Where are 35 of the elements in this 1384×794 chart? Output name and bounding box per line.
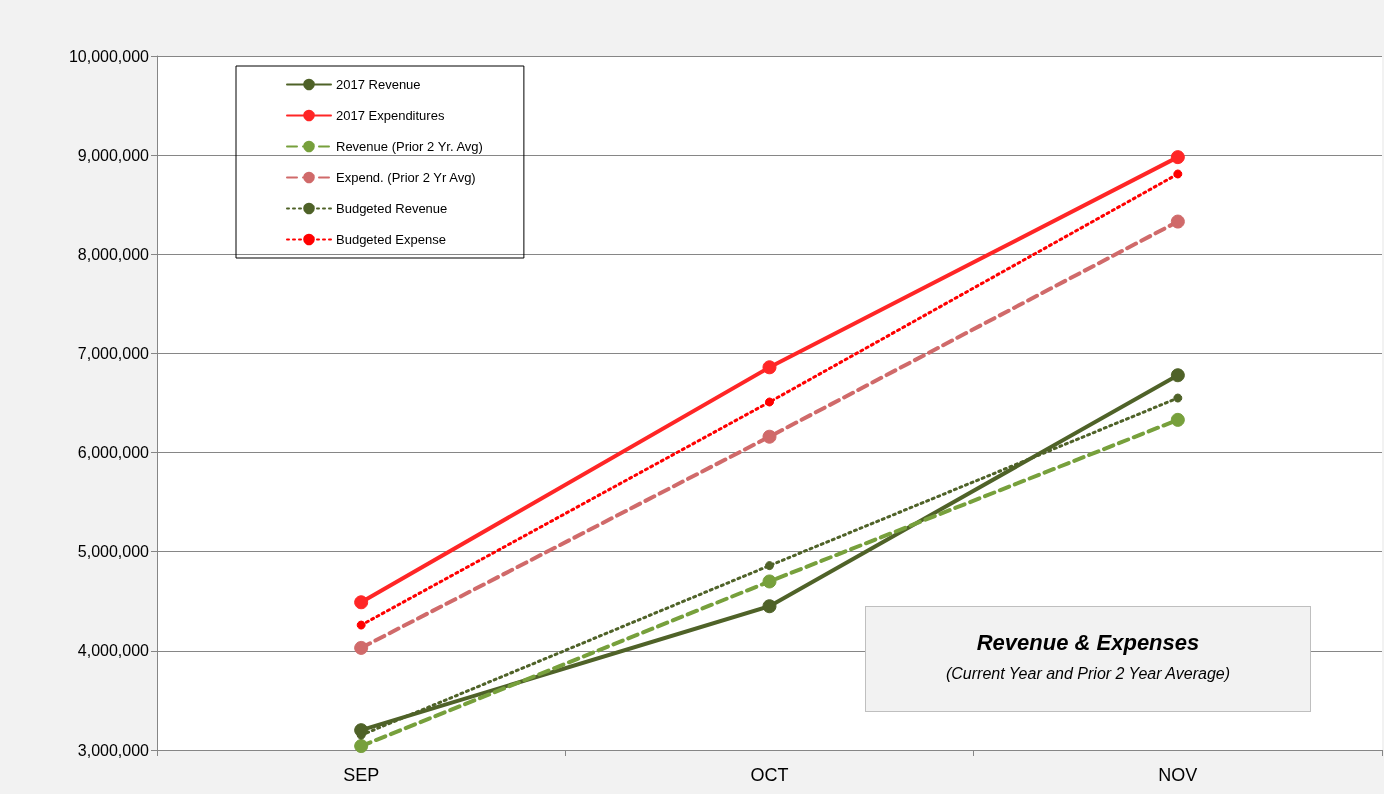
y-tick-label: 8,000,000 xyxy=(77,245,150,263)
point xyxy=(765,561,774,571)
text: Revenue & Expenses xyxy=(975,630,1201,656)
point xyxy=(1173,393,1183,403)
point xyxy=(1170,368,1185,383)
y-tick-label: 9,000,000 xyxy=(77,146,150,164)
point xyxy=(762,360,777,375)
point xyxy=(1173,169,1183,179)
y-tick-label: 7,000,000 xyxy=(77,344,150,362)
legend-label: 2017 Revenue xyxy=(336,77,421,92)
legend-label: Revenue (Prior 2 Yr. Avg) xyxy=(336,139,483,154)
y-tick-label: 10,000,000 xyxy=(68,47,150,65)
y-tick-label: 5,000,000 xyxy=(77,543,150,561)
x-tick-label: SEP xyxy=(343,765,380,785)
y-tick-label: 4,000,000 xyxy=(77,642,150,660)
y-tick-label: 3,000,000 xyxy=(77,741,150,759)
point xyxy=(762,429,777,444)
legend-label: Budgeted Revenue xyxy=(336,201,448,216)
x-tick-label: NOV xyxy=(1158,765,1198,785)
point xyxy=(762,574,777,589)
point xyxy=(765,397,774,407)
legend-label: Budgeted Expense xyxy=(336,232,446,247)
legend-label: 2017 Expenditures xyxy=(336,108,445,123)
point xyxy=(762,599,777,614)
legend-label: Expend. (Prior 2 Yr Avg) xyxy=(336,170,476,185)
point xyxy=(1170,214,1185,229)
point xyxy=(354,640,369,655)
point xyxy=(354,595,369,610)
point xyxy=(354,739,369,754)
y-tick-label: 6,000,000 xyxy=(77,444,150,462)
x-tick-label: OCT xyxy=(750,765,789,785)
point xyxy=(356,620,366,630)
point xyxy=(1170,150,1185,165)
point xyxy=(1170,412,1185,427)
text: (Current Year and Prior 2 Year Average) xyxy=(945,664,1231,684)
